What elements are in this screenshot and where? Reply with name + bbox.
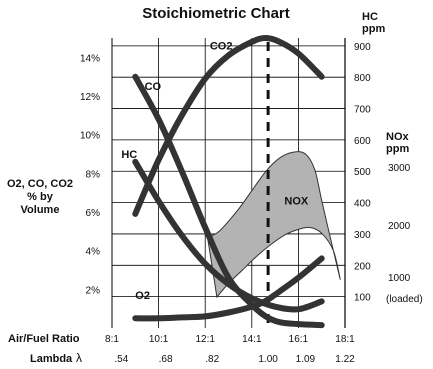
nox-label: NOX (284, 195, 309, 207)
left-axis-label-line-2: % by (27, 191, 54, 203)
left-axis-tick-labels: 2% 4% 6% 8% 10% 12% 14% (80, 53, 100, 296)
lambda-tick-label-1: .68 (159, 354, 173, 365)
left-tick-label-5: 12% (80, 92, 100, 103)
left-tick-label-0: 2% (86, 285, 101, 296)
x-tick-label-3: 14:1 (242, 334, 262, 345)
left-axis-label-line-1: O2, CO, CO2 (7, 178, 73, 190)
nox-tick-1000: 1000 (388, 273, 411, 284)
hc-tick-label-5: 600 (354, 136, 371, 147)
lambda-label: Lambda (30, 353, 73, 365)
lambda-tick-label-2: .82 (205, 354, 219, 365)
hc-label: HC (121, 149, 137, 161)
hc-axis-tick-labels: 100 200 300 400 500 600 700 800 900 (354, 42, 371, 304)
left-tick-label-4: 10% (80, 131, 100, 142)
hc-tick-label-4: 500 (354, 167, 371, 178)
x-tick-label-1: 10:1 (149, 334, 169, 345)
lambda-tick-label-5: 1.22 (335, 354, 355, 365)
lambda-symbol: λ (76, 351, 82, 365)
nox-tick-loaded: (loaded) (386, 294, 423, 305)
x-tick-label-0: 8:1 (105, 334, 119, 345)
hc-tick-label-0: 100 (354, 293, 371, 304)
chart-title: Stoichiometric Chart (142, 5, 290, 22)
co2-label: CO2 (210, 41, 233, 53)
hc-tick-label-7: 800 (354, 73, 371, 84)
left-axis-label-line-3: Volume (21, 204, 60, 216)
x-tick-label-4: 16:1 (289, 334, 309, 345)
lambda-tick-labels: .54 .68 .82 1.00 1.09 1.22 (114, 354, 355, 365)
x-tick-label-2: 12:1 (195, 334, 215, 345)
nox-tick-2000: 2000 (388, 221, 411, 232)
hc-tick-label-2: 300 (354, 230, 371, 241)
left-tick-label-6: 14% (80, 53, 100, 64)
x-axis-label: Air/Fuel Ratio (8, 333, 80, 345)
o2-label: O2 (135, 290, 150, 302)
x-tick-label-5: 18:1 (335, 334, 355, 345)
hc-tick-label-6: 700 (354, 105, 371, 116)
hc-tick-label-3: 400 (354, 199, 371, 210)
hc-tick-label-1: 200 (354, 261, 371, 272)
nox-tick-3000: 3000 (388, 163, 411, 174)
x-axis-tick-labels: 8:1 10:1 12:1 14:1 16:1 18:1 (105, 334, 355, 345)
left-tick-label-1: 4% (86, 247, 101, 258)
nox-axis-label-line-1: NOx (386, 131, 410, 143)
o2-curve (132, 255, 325, 322)
left-tick-label-2: 6% (86, 208, 101, 219)
lambda-tick-label-0: .54 (114, 354, 128, 365)
curves (132, 35, 325, 329)
hc-tick-label-8: 900 (354, 42, 371, 53)
co-label: CO (145, 81, 162, 93)
left-tick-label-3: 8% (86, 169, 101, 180)
hc-curve (132, 158, 325, 313)
nox-band (206, 151, 341, 299)
lambda-tick-label-3: 1.00 (258, 354, 278, 365)
nox-axis-label-line-2: ppm (386, 143, 409, 155)
lambda-tick-label-4: 1.09 (296, 354, 316, 365)
co2-curve (132, 35, 325, 217)
hc-axis-label-line-2: ppm (362, 23, 385, 35)
hc-axis-label-line-1: HC (362, 11, 378, 23)
